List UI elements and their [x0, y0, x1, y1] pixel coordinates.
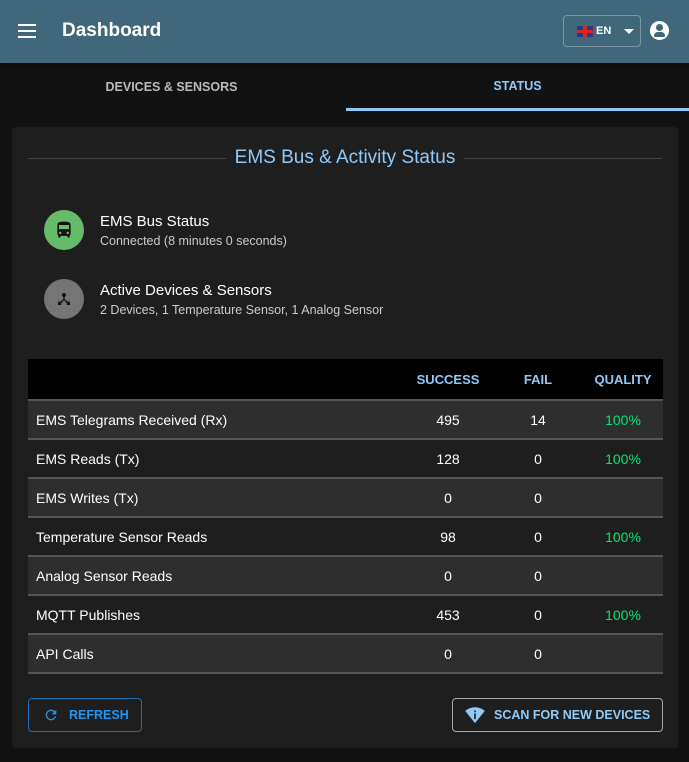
- quality-value: [583, 634, 663, 674]
- fail-count: 0: [493, 439, 583, 479]
- success-count: 98: [403, 517, 493, 557]
- item-detail: Connected (8 minutes 0 seconds): [100, 233, 287, 248]
- row-label: EMS Writes (Tx): [28, 478, 403, 518]
- col-fail: FAIL: [493, 359, 583, 401]
- row-label: EMS Reads (Tx): [28, 439, 403, 479]
- fail-count: 0: [493, 595, 583, 635]
- table-row: EMS Reads (Tx) 128 0 100%: [28, 439, 663, 479]
- app-bar: Dashboard EN: [0, 0, 689, 63]
- success-count: 0: [403, 634, 493, 674]
- table-row: API Calls 0 0: [28, 634, 663, 674]
- tab-devices-sensors[interactable]: DEVICES & SENSORS: [105, 80, 238, 94]
- table-header: SUCCESS FAIL QUALITY: [28, 359, 663, 401]
- scan-label: SCAN FOR NEW DEVICES: [494, 708, 651, 722]
- device-hub-icon: [44, 279, 84, 319]
- status-card: EMS Bus & Activity Status EMS Bus Status…: [12, 127, 678, 748]
- refresh-button[interactable]: REFRESH: [28, 698, 142, 732]
- card-title: EMS Bus & Activity Status: [12, 147, 678, 169]
- quality-value: 100%: [583, 439, 663, 479]
- success-count: 495: [403, 400, 493, 440]
- quality-value: 100%: [583, 400, 663, 440]
- language-select[interactable]: EN: [563, 15, 641, 47]
- success-count: 0: [403, 478, 493, 518]
- quality-value: [583, 478, 663, 518]
- row-label: EMS Telegrams Received (Rx): [28, 400, 403, 440]
- table-row: MQTT Publishes 453 0 100%: [28, 595, 663, 635]
- stats-table: SUCCESS FAIL QUALITY EMS Telegrams Recei…: [28, 359, 663, 674]
- row-label: MQTT Publishes: [28, 595, 403, 635]
- row-label: Temperature Sensor Reads: [28, 517, 403, 557]
- page-title: Dashboard: [62, 20, 162, 41]
- success-count: 128: [403, 439, 493, 479]
- language-label: EN: [596, 25, 612, 37]
- col-name: [28, 359, 403, 401]
- row-label: Analog Sensor Reads: [28, 556, 403, 596]
- item-title: EMS Bus Status: [100, 212, 210, 230]
- quality-value: 100%: [583, 517, 663, 557]
- row-label: API Calls: [28, 634, 403, 674]
- fail-count: 0: [493, 517, 583, 557]
- fail-count: 0: [493, 634, 583, 674]
- chevron-down-icon: [624, 28, 635, 34]
- bus-icon: [44, 210, 84, 250]
- wifi-info-icon: [465, 707, 485, 724]
- item-detail: 2 Devices, 1 Temperature Sensor, 1 Analo…: [100, 302, 384, 317]
- list-item-bus-status: EMS Bus Status Connected (8 minutes 0 sec…: [44, 210, 287, 250]
- refresh-icon: [45, 709, 57, 721]
- uk-flag-icon: [577, 25, 593, 37]
- table-row: Temperature Sensor Reads 98 0 100%: [28, 517, 663, 557]
- success-count: 453: [403, 595, 493, 635]
- table-row: EMS Writes (Tx) 0 0: [28, 478, 663, 518]
- col-quality: QUALITY: [583, 359, 663, 401]
- tab-status[interactable]: STATUS: [346, 63, 689, 111]
- success-count: 0: [403, 556, 493, 596]
- refresh-label: REFRESH: [69, 708, 129, 722]
- quality-value: 100%: [583, 595, 663, 635]
- account-icon[interactable]: [650, 21, 669, 40]
- table-row: Analog Sensor Reads 0 0: [28, 556, 663, 596]
- col-success: SUCCESS: [403, 359, 493, 401]
- fail-count: 14: [493, 400, 583, 440]
- scan-devices-button[interactable]: SCAN FOR NEW DEVICES: [452, 698, 663, 732]
- table-row: EMS Telegrams Received (Rx) 495 14 100%: [28, 400, 663, 440]
- item-title: Active Devices & Sensors: [100, 281, 272, 299]
- menu-icon[interactable]: [18, 24, 36, 38]
- list-item-active-devices: Active Devices & Sensors 2 Devices, 1 Tem…: [44, 279, 383, 319]
- fail-count: 0: [493, 478, 583, 518]
- fail-count: 0: [493, 556, 583, 596]
- quality-value: [583, 556, 663, 596]
